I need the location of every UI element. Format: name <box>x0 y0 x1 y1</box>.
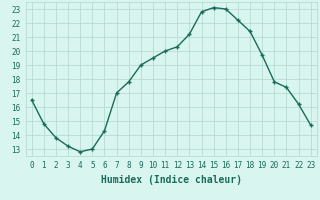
X-axis label: Humidex (Indice chaleur): Humidex (Indice chaleur) <box>101 175 242 185</box>
